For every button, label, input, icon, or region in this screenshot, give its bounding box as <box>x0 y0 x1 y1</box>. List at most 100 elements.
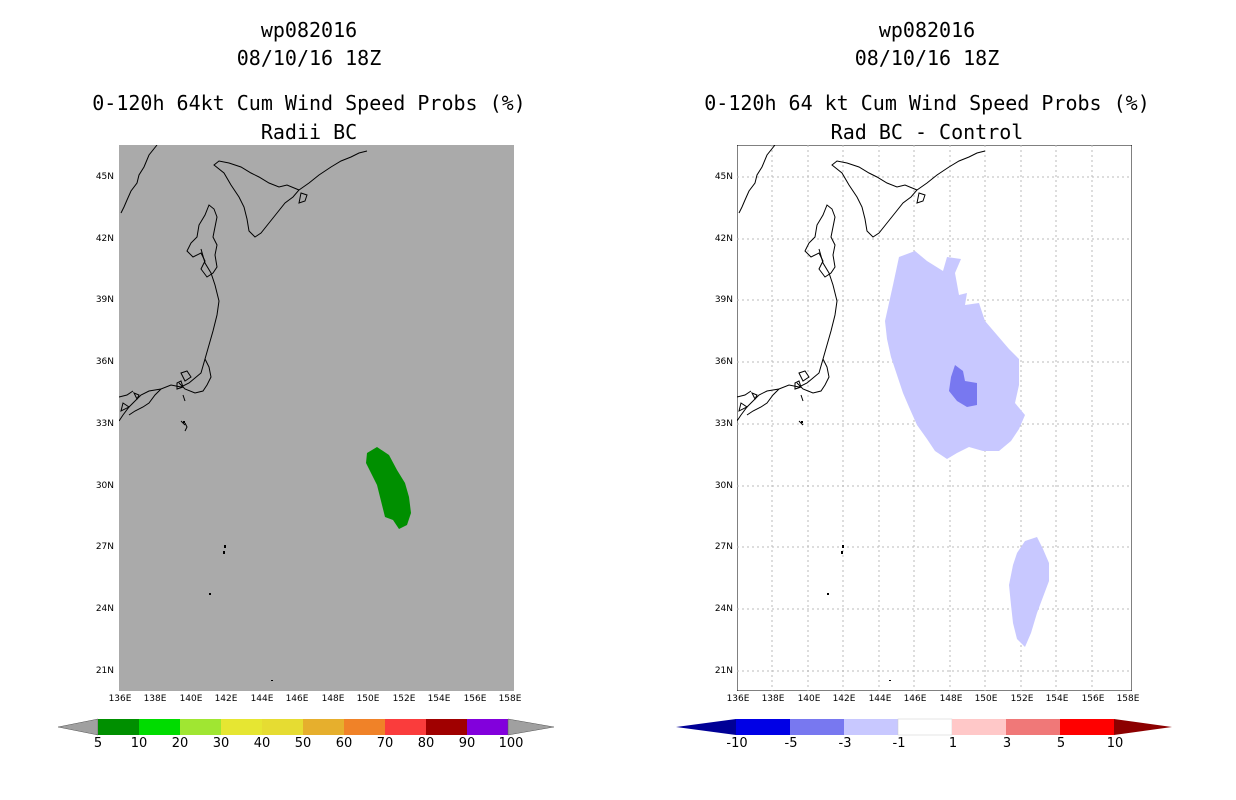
difference-shade-light <box>885 251 1025 459</box>
colorbar-swatch <box>385 719 426 735</box>
lat-label: 42N <box>714 234 733 244</box>
lon-label: 136E <box>108 694 132 704</box>
lon-label: 136E <box>726 694 750 704</box>
lon-label: 144E <box>250 694 274 704</box>
lat-label: 21N <box>95 666 114 676</box>
coastline <box>119 145 368 432</box>
lon-label: 152E <box>392 694 416 704</box>
map-left <box>119 145 514 691</box>
lat-label: 24N <box>95 604 114 614</box>
lon-label: 150E <box>356 694 380 704</box>
map-right <box>737 145 1132 691</box>
colorbar-swatch <box>844 719 898 735</box>
date-time: 08/10/16 18Z <box>236 46 382 70</box>
lon-label: 140E <box>179 694 203 704</box>
lon-label: 138E <box>143 694 167 704</box>
colorbar-end <box>58 718 99 736</box>
lat-label: 21N <box>714 666 733 676</box>
right-panel: wp082016 08/10/16 18Z 0-120h 64 kt Cum W… <box>618 0 1236 800</box>
lat-label: 39N <box>714 295 733 305</box>
colorbar-swatch <box>426 719 467 735</box>
colorbar-label: 40 <box>253 736 271 751</box>
lon-label: 142E <box>214 694 238 704</box>
colorbar-label: -10 <box>726 736 748 751</box>
colorbar-label: 70 <box>376 736 394 751</box>
colorbar-swatch <box>139 719 180 735</box>
colorbar-label: 80 <box>417 736 435 751</box>
colorbar-end <box>676 719 736 735</box>
lon-label: 146E <box>285 694 309 704</box>
product-title: 0-120h 64kt Cum Wind Speed Probs (%) <box>92 91 526 115</box>
colorbar-right <box>676 718 1172 736</box>
colorbar-swatch <box>736 719 790 735</box>
left-panel: wp082016 08/10/16 18Z 0-120h 64kt Cum Wi… <box>58 18 554 751</box>
colorbar-swatch <box>262 719 303 735</box>
colorbar-label: 3 <box>1002 736 1012 751</box>
colorbar-label: 10 <box>130 736 148 751</box>
lat-label: 27N <box>714 542 733 552</box>
lat-label: 33N <box>714 419 733 429</box>
small-islands <box>801 421 891 681</box>
colorbar-swatch <box>1006 719 1060 735</box>
colorbar-label: 5 <box>1056 736 1066 751</box>
lon-label: 146E <box>903 694 927 704</box>
lon-label: 140E <box>797 694 821 704</box>
lon-label: 152E <box>1010 694 1034 704</box>
lon-label: 154E <box>427 694 451 704</box>
lon-label: 156E <box>463 694 487 704</box>
lat-label: 45N <box>714 172 733 182</box>
lon-label: 158E <box>498 694 522 704</box>
small-islands <box>183 421 273 681</box>
colorbar-swatch <box>467 719 508 735</box>
colorbar-swatch <box>952 719 1006 735</box>
lat-label: 45N <box>95 172 114 182</box>
difference-shade-dark <box>949 365 977 407</box>
map-background <box>119 145 514 691</box>
lon-label: 148E <box>939 694 963 704</box>
lon-label: 148E <box>321 694 345 704</box>
lat-label: 27N <box>95 542 114 552</box>
colorbar-swatch <box>897 718 953 736</box>
colorbar-swatch <box>98 719 139 735</box>
lon-label: 158E <box>1116 694 1140 704</box>
colorbar-end <box>1114 719 1172 735</box>
lat-label: 24N <box>714 604 733 614</box>
colorbar-label: -3 <box>838 736 852 751</box>
colorbar-left <box>58 718 554 736</box>
lon-label: 142E <box>832 694 856 704</box>
colorbar-label: 5 <box>93 736 103 751</box>
lat-label: 39N <box>95 295 114 305</box>
subtitle: Radii BC <box>260 120 358 144</box>
colorbar-label: 1 <box>948 736 958 751</box>
colorbar-label: 10 <box>1106 736 1124 751</box>
lon-label: 144E <box>868 694 892 704</box>
colorbar-swatch <box>221 719 262 735</box>
coastline <box>737 145 986 426</box>
lat-label: 30N <box>95 481 114 491</box>
colorbar-swatch <box>344 719 385 735</box>
lon-label: 154E <box>1045 694 1069 704</box>
subtitle: Rad BC - Control <box>830 120 1024 144</box>
difference-shade-light <box>1009 537 1049 647</box>
colorbar-label: 20 <box>171 736 189 751</box>
colorbar-swatch <box>1060 719 1114 735</box>
lat-label: 30N <box>714 481 733 491</box>
lon-label: 156E <box>1081 694 1105 704</box>
lat-label: 33N <box>95 419 114 429</box>
product-title: 0-120h 64 kt Cum Wind Speed Probs (%) <box>704 91 1150 115</box>
lon-label: 138E <box>761 694 785 704</box>
colorbar-swatch <box>303 719 344 735</box>
colorbar-label: 60 <box>335 736 353 751</box>
probability-shade <box>366 447 411 529</box>
colorbar-label: 90 <box>458 736 476 751</box>
colorbar-label: -5 <box>784 736 798 751</box>
colorbar-label: -1 <box>892 736 906 751</box>
lat-label: 42N <box>95 234 114 244</box>
colorbar-swatch <box>790 719 844 735</box>
lat-label: 36N <box>95 357 114 367</box>
date-time: 08/10/16 18Z <box>854 46 1000 70</box>
lat-label: 36N <box>714 357 733 367</box>
colorbar-end <box>507 718 554 736</box>
lon-label: 150E <box>974 694 998 704</box>
storm-id: wp082016 <box>260 18 358 42</box>
